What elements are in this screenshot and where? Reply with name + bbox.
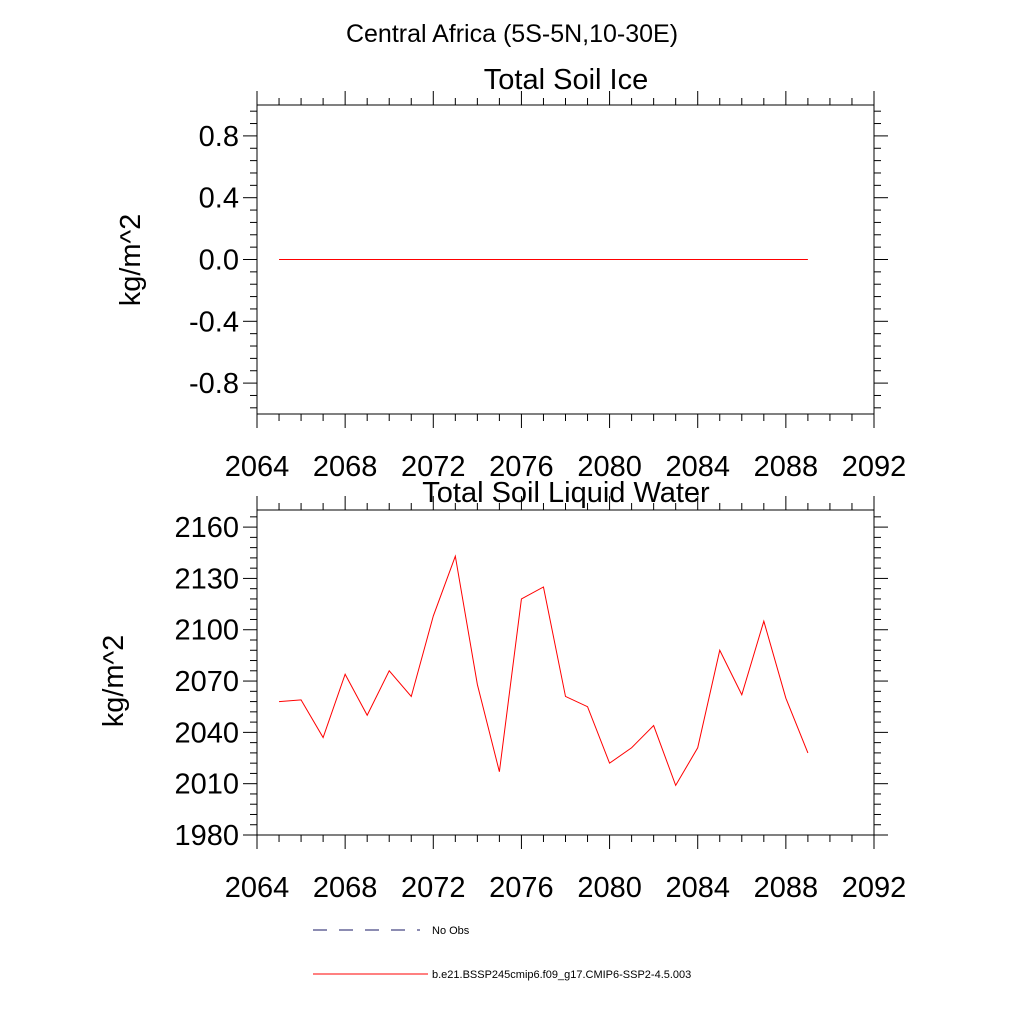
series-line bbox=[279, 554, 809, 787]
x-tick-label: 2092 bbox=[842, 451, 907, 483]
panel-title: Total Soil Liquid Water bbox=[422, 477, 710, 509]
series-lines bbox=[279, 554, 809, 787]
y-tick-label: 0.4 bbox=[199, 183, 239, 215]
axis-ticks: 2064 2068 2072 2076 2080 2084 2088 2092 1980 2010… bbox=[174, 496, 906, 904]
x-tick-label: 2072 bbox=[401, 872, 466, 904]
y-tick-label: 1980 bbox=[174, 820, 239, 852]
legend-label-no-obs: No Obs bbox=[432, 925, 470, 937]
x-tick-label: 2076 bbox=[489, 451, 554, 483]
panel-total-soil-ice: Total Soil Ice kg/m^2 2064 2068 2072 2076 20… bbox=[115, 64, 906, 483]
y-axis-label: kg/m^2 bbox=[115, 214, 147, 307]
x-tick-label: 2088 bbox=[754, 872, 819, 904]
x-tick-label: 2088 bbox=[754, 451, 819, 483]
x-tick-label: 2076 bbox=[489, 872, 554, 904]
y-tick-label: 2100 bbox=[174, 615, 239, 647]
x-tick-label: 2072 bbox=[401, 451, 466, 483]
y-tick-label: 0.8 bbox=[199, 121, 239, 153]
x-tick-label: 2080 bbox=[577, 872, 642, 904]
panel-total-soil-liquid-water: Total Soil Liquid Water kg/m^2 2064 2068 2… bbox=[98, 477, 906, 904]
x-tick-label: 2068 bbox=[313, 872, 378, 904]
x-tick-label: 2080 bbox=[577, 451, 642, 483]
x-tick-label: 2064 bbox=[225, 872, 290, 904]
y-axis-label: kg/m^2 bbox=[98, 635, 130, 728]
y-tick-label: 2010 bbox=[174, 769, 239, 801]
y-tick-label: 0.0 bbox=[199, 245, 239, 277]
panel-title: Total Soil Ice bbox=[484, 64, 648, 96]
x-tick-label: 2084 bbox=[665, 451, 730, 483]
axis-ticks: 2064 2068 2072 2076 2080 2084 2088 2092 -0.8 -0.4… bbox=[189, 91, 906, 483]
plot-frame bbox=[256, 509, 875, 836]
legend: No Obs b.e21.BSSP245cmip6.f09_g17.CMIP6-… bbox=[313, 925, 691, 981]
x-tick-label: 2084 bbox=[665, 872, 730, 904]
y-tick-label: 2070 bbox=[174, 666, 239, 698]
figure-suptitle: Central Africa (5S-5N,10-30E) bbox=[346, 20, 678, 48]
y-tick-label: -0.8 bbox=[189, 368, 239, 400]
y-tick-label: -0.4 bbox=[189, 306, 239, 338]
x-tick-label: 2092 bbox=[842, 872, 907, 904]
legend-label-model: b.e21.BSSP245cmip6.f09_g17.CMIP6-SSP2-4.… bbox=[432, 969, 691, 981]
y-tick-label: 2040 bbox=[174, 717, 239, 749]
x-tick-label: 2064 bbox=[225, 451, 290, 483]
y-tick-label: 2160 bbox=[174, 512, 239, 544]
x-tick-label: 2068 bbox=[313, 451, 378, 483]
y-tick-label: 2130 bbox=[174, 563, 239, 595]
